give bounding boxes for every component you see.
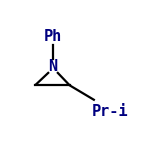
Text: N: N: [49, 59, 58, 74]
Text: Ph: Ph: [44, 29, 62, 44]
Text: Pr-i: Pr-i: [91, 104, 128, 119]
